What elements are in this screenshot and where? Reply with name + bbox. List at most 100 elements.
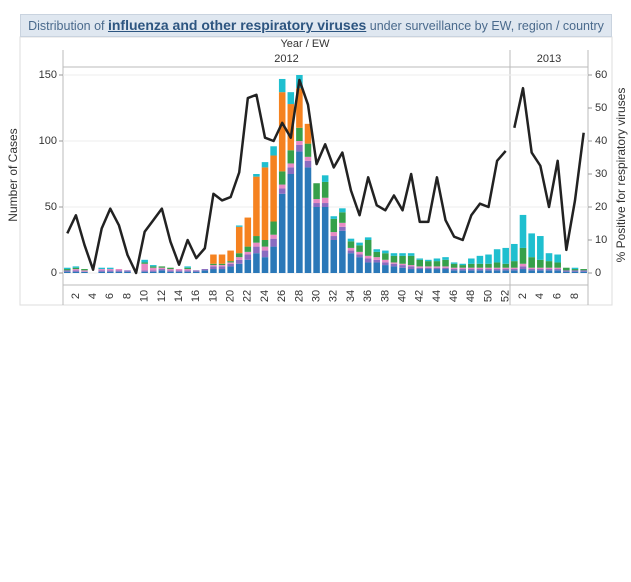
- bar-segment: [347, 253, 355, 273]
- bar-segment: [278, 78, 286, 93]
- title-link[interactable]: influenza and other respiratory viruses: [107, 17, 367, 33]
- bar-segment: [107, 270, 114, 272]
- bar-segment: [571, 267, 579, 270]
- bar-segment: [554, 267, 561, 270]
- bar-segment: [416, 266, 424, 268]
- bar-segment: [98, 267, 105, 270]
- x-tick-label: 50: [482, 290, 494, 302]
- bar-segment: [261, 162, 269, 168]
- bar-segment: [373, 257, 381, 260]
- x-tick-label: 46: [448, 290, 460, 302]
- bar-segment: [502, 263, 509, 268]
- bar-segment: [304, 123, 312, 144]
- bar-segment: [261, 167, 269, 240]
- bar-segment: [356, 254, 363, 258]
- bar-segment: [373, 262, 381, 273]
- bar-segment: [158, 267, 166, 270]
- bar-segment: [476, 267, 484, 270]
- bar-segment: [210, 263, 217, 266]
- bar-segment: [511, 270, 518, 273]
- bar-segment: [218, 269, 226, 273]
- y2-axis-label: % Positive for respiratory viruses: [614, 88, 628, 263]
- bar-segment: [347, 250, 355, 254]
- bar-segment: [528, 267, 535, 270]
- bar-segment: [253, 236, 260, 243]
- bar-segment: [244, 259, 252, 273]
- bar-segment: [235, 257, 243, 260]
- bar-segment: [201, 270, 209, 273]
- bar-segment: [399, 267, 406, 273]
- bar-segment: [72, 266, 80, 268]
- bar-segment: [167, 267, 174, 270]
- x-tick-label: 32: [328, 290, 340, 302]
- bar-segment: [218, 265, 226, 267]
- bar-segment: [476, 255, 484, 264]
- bar-segment: [382, 259, 389, 263]
- bar-segment: [141, 271, 148, 273]
- bar-segment: [304, 143, 312, 157]
- bar-segment: [364, 240, 372, 256]
- bar-segment: [278, 92, 286, 172]
- bar-segment: [304, 167, 312, 273]
- bar-segment: [476, 270, 484, 273]
- bar-segment: [158, 269, 166, 271]
- bar-segment: [519, 266, 527, 270]
- bar-segment: [364, 237, 372, 240]
- bar-segment: [64, 269, 71, 271]
- bar-segment: [253, 242, 260, 247]
- bar-segment: [167, 269, 174, 271]
- bar-segment: [321, 175, 329, 182]
- bar-segment: [313, 203, 320, 207]
- bar-segment: [528, 233, 535, 258]
- bar-segment: [149, 267, 157, 271]
- x-tick-label: 40: [396, 290, 408, 302]
- bar-segment: [364, 262, 372, 273]
- bar-segment: [347, 247, 355, 251]
- bar-segment: [554, 254, 561, 263]
- y2-tick-label: 0: [595, 267, 601, 279]
- x-tick-label: 8: [121, 293, 133, 299]
- bar-segment: [476, 269, 484, 271]
- x-tick-label: 18: [207, 290, 219, 302]
- x-tick-label: 42: [414, 290, 426, 302]
- bar-segment: [175, 271, 183, 273]
- bar-segment: [296, 151, 303, 273]
- title-bar: Distribution of influenza and other resp…: [20, 14, 612, 37]
- bar-segment: [493, 262, 501, 268]
- bar-segment: [235, 263, 243, 273]
- bar-segment: [450, 267, 458, 270]
- bar-segment: [330, 216, 338, 219]
- bar-segment: [537, 269, 544, 271]
- bar-segment: [313, 183, 320, 200]
- bar-segment: [356, 257, 363, 273]
- bar-segment: [296, 144, 303, 152]
- bar-segment: [580, 270, 587, 272]
- bar-segment: [459, 269, 466, 271]
- bar-segment: [347, 238, 355, 242]
- bar-segment: [416, 269, 424, 273]
- bar-segment: [493, 269, 501, 271]
- y-axis-label: Number of Cases: [6, 128, 20, 221]
- bar-segment: [390, 262, 398, 264]
- bar-segment: [433, 269, 441, 273]
- bar-segment: [244, 217, 252, 247]
- bar-segment: [72, 267, 80, 270]
- bar-segment: [321, 207, 329, 273]
- bar-segment: [330, 232, 338, 237]
- bar-segment: [519, 214, 527, 248]
- bar-segment: [115, 271, 123, 273]
- x-tick-label: 4: [87, 293, 99, 299]
- bar-segment: [270, 234, 277, 239]
- bar-segment: [287, 167, 295, 174]
- bar-segment: [339, 230, 346, 273]
- line-series: [66, 78, 507, 275]
- bar-segment: [468, 267, 475, 270]
- x-tick-label: 26: [276, 290, 288, 302]
- x-tick-label: 10: [139, 290, 151, 302]
- bar-segment: [390, 253, 398, 256]
- bar-segment: [545, 270, 553, 273]
- panel-title: 2012: [274, 53, 298, 65]
- bar-segment: [149, 266, 157, 268]
- y-tick-label: 100: [39, 135, 57, 147]
